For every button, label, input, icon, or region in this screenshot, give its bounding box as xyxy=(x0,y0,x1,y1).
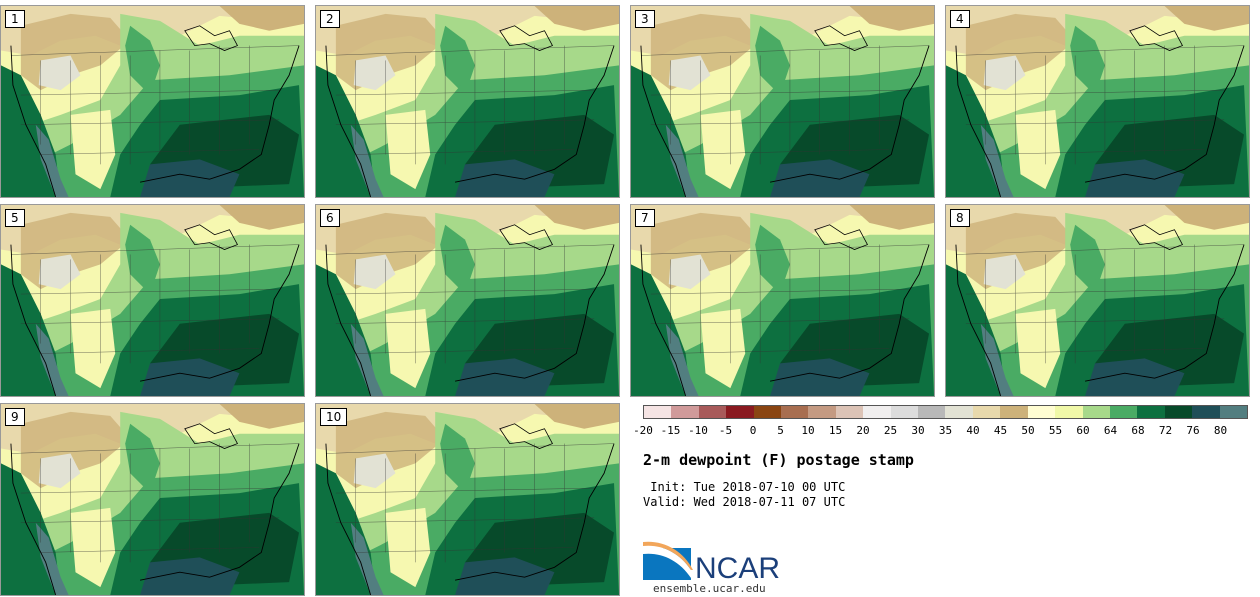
colorbar-tick-label: 50 xyxy=(1021,424,1035,437)
colorbar-swatch xyxy=(918,406,946,418)
panel-number: 2 xyxy=(320,10,340,28)
dewpoint-map xyxy=(316,205,619,396)
colorbar-tick-label: 76 xyxy=(1186,424,1200,437)
panel-member-9: 9 xyxy=(0,403,305,596)
dewpoint-map xyxy=(631,6,934,197)
colorbar-tick-label: -20 xyxy=(633,424,653,437)
colorbar xyxy=(643,405,1248,419)
dewpoint-map xyxy=(946,205,1249,396)
colorbar-swatch xyxy=(890,406,919,418)
dewpoint-map xyxy=(946,6,1249,197)
colorbar-tick-label: 20 xyxy=(856,424,870,437)
panel-member-3: 3 xyxy=(630,5,935,198)
colorbar-tick-label: -5 xyxy=(718,424,733,437)
dewpoint-map xyxy=(631,205,934,396)
panel-member-10: 10 xyxy=(315,403,620,596)
panel-number: 1 xyxy=(5,10,25,28)
colorbar-tick-label: 45 xyxy=(993,424,1008,437)
colorbar-swatch xyxy=(698,406,727,418)
panel-member-6: 6 xyxy=(315,204,620,397)
panel-member-1: 1 xyxy=(0,5,305,198)
colorbar-swatch xyxy=(945,406,973,418)
colorbar-tick-label: 0 xyxy=(749,424,757,437)
colorbar-swatch xyxy=(1164,406,1193,418)
colorbar-tick-label: 35 xyxy=(938,424,953,437)
panel-number: 6 xyxy=(320,209,340,227)
colorbar-tick-label: 30 xyxy=(911,424,925,437)
panel-number: 7 xyxy=(635,209,655,227)
colorbar-swatch xyxy=(863,406,891,418)
dewpoint-map xyxy=(1,6,304,197)
colorbar-tick-label: 55 xyxy=(1048,424,1063,437)
panel-member-2: 2 xyxy=(315,5,620,198)
dewpoint-map xyxy=(1,205,304,396)
colorbar-swatch xyxy=(1192,406,1220,418)
panel-number: 4 xyxy=(950,10,970,28)
colorbar-swatch xyxy=(1000,406,1028,418)
panel-number: 8 xyxy=(950,209,970,227)
dewpoint-map xyxy=(1,404,304,595)
panel-member-4: 4 xyxy=(945,5,1250,198)
panel-member-8: 8 xyxy=(945,204,1250,397)
colorbar-swatch xyxy=(1137,406,1165,418)
dewpoint-map xyxy=(316,404,619,595)
colorbar-swatch xyxy=(726,406,754,418)
colorbar-tick-label: 72 xyxy=(1158,424,1173,437)
colorbar-swatch xyxy=(753,406,782,418)
colorbar-swatch xyxy=(808,406,836,418)
colorbar-tick-label: 40 xyxy=(966,424,980,437)
colorbar-tick-label: 64 xyxy=(1103,424,1118,437)
valid-time: Valid: Wed 2018-07-11 07 UTC xyxy=(643,495,846,509)
panel-number: 3 xyxy=(635,10,655,28)
colorbar-swatch xyxy=(1082,406,1110,418)
colorbar-swatch xyxy=(671,406,699,418)
colorbar-tick-label: 5 xyxy=(777,424,784,437)
logo-url: ensemble.ucar.edu xyxy=(653,582,766,595)
colorbar-swatch xyxy=(1219,406,1247,418)
colorbar-swatch xyxy=(644,406,672,418)
chart-title: 2-m dewpoint (F) postage stamp xyxy=(643,451,914,469)
panel-member-5: 5 xyxy=(0,204,305,397)
colorbar-tick-label: -15 xyxy=(660,424,681,437)
colorbar-tick-label: 15 xyxy=(828,424,843,437)
colorbar-tick-label: 60 xyxy=(1076,424,1090,437)
colorbar-tick-label: -10 xyxy=(688,424,708,437)
colorbar-tick-label: 80 xyxy=(1213,424,1228,437)
colorbar-tick-label: 25 xyxy=(883,424,898,437)
colorbar-swatch xyxy=(1027,406,1056,418)
colorbar-swatch xyxy=(1055,406,1083,418)
colorbar-swatch xyxy=(781,406,809,418)
panel-number: 5 xyxy=(5,209,25,227)
panel-member-7: 7 xyxy=(630,204,935,397)
colorbar-swatch xyxy=(1109,406,1138,418)
ncar-logo: NCAR xyxy=(643,541,780,584)
colorbar-tick-label: 68 xyxy=(1131,424,1145,437)
colorbar-swatch xyxy=(972,406,1001,418)
panel-number: 9 xyxy=(5,408,25,426)
init-time: Init: Tue 2018-07-10 00 UTC xyxy=(643,480,846,494)
colorbar-tick-labels: -20 -15 -10 -5 0 5 10 15 20 25 30 35 40 45 50 55 60 64 68 7… xyxy=(633,424,1248,438)
dewpoint-map xyxy=(316,6,619,197)
panel-number: 10 xyxy=(320,408,348,426)
logo-text: NCAR xyxy=(695,552,780,584)
colorbar-swatch xyxy=(835,406,864,418)
colorbar-tick-label: 10 xyxy=(801,424,815,437)
